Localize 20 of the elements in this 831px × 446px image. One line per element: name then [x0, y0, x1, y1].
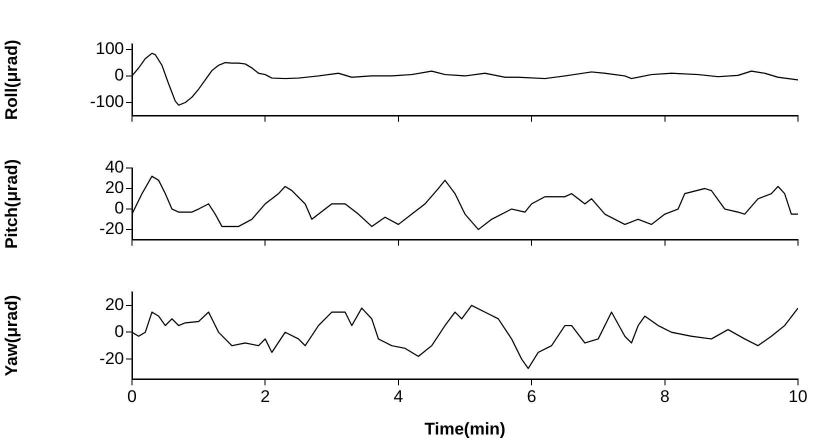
x-tick-label: 0	[127, 387, 137, 406]
x-tick-label: 2	[260, 387, 270, 406]
y-tick-label: 100	[96, 39, 124, 58]
x-tick-label: 10	[788, 387, 808, 406]
y-tick-label: -20	[99, 219, 124, 238]
y-tick-label: 40	[105, 158, 124, 177]
x-axis-title: Time(min)	[424, 419, 506, 438]
y-tick-label: -100	[90, 92, 124, 112]
y-tick-label: 0	[114, 198, 124, 218]
y-axis-title: Pitch(μrad)	[2, 159, 21, 249]
x-tick-label: 8	[660, 387, 670, 406]
y-tick-label: 0	[114, 322, 124, 341]
y-axis-title: Yaw(μrad)	[2, 294, 21, 376]
y-tick-label: -20	[99, 348, 124, 368]
y-tick-label: 20	[105, 178, 124, 198]
y-tick-label: 0	[114, 66, 124, 85]
y-tick-label: 20	[105, 295, 124, 314]
x-tick-label: 6	[526, 387, 536, 406]
x-tick-label: 4	[394, 387, 404, 406]
y-axis-title: Roll(μrad)	[2, 40, 21, 120]
